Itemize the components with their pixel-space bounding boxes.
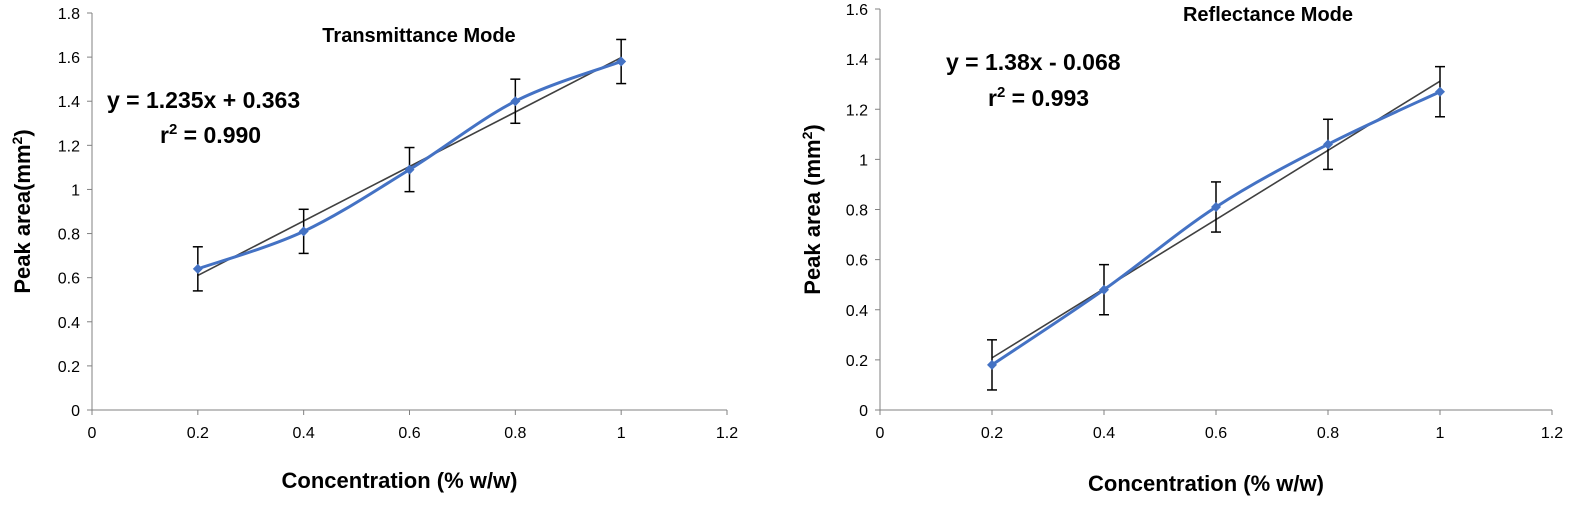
x-tick-label: 0.2 <box>981 425 1003 442</box>
r-squared-sup: 2 <box>997 84 1005 101</box>
y-tick-label: 1.6 <box>846 2 868 19</box>
y-axis-label-close: ) <box>10 129 35 136</box>
data-point-marker <box>1323 139 1333 150</box>
y-tick-label: 0 <box>71 403 80 420</box>
y-tick-label: 1.4 <box>846 52 868 69</box>
chart-reflectance: 0 0.2 0.4 0.6 0.8 1 1.2 0 0.2 0.4 0.6 0.8 1 1.2 1.4 1.6… <box>799 2 1563 496</box>
x-tick-label: 1 <box>1436 425 1445 442</box>
r-squared-sup: 2 <box>169 121 177 138</box>
y-tick-label: 0.6 <box>58 271 80 288</box>
x-tick-label: 0 <box>88 425 97 442</box>
x-tick-label: 0 <box>876 425 885 442</box>
x-tick-label: 0.4 <box>1093 425 1115 442</box>
x-axis-label: Concentration (% w/w) <box>282 468 518 493</box>
data-point-marker <box>1211 201 1221 212</box>
r-squared-prefix: r <box>160 122 169 148</box>
data-point-marker <box>298 226 309 237</box>
x-tick-label: 0.8 <box>504 425 526 442</box>
y-tick-label: 1.4 <box>58 94 80 111</box>
r-squared-prefix: r <box>988 85 997 111</box>
y-axis-label-close: ) <box>800 124 825 131</box>
y-axis-label-sup: 2 <box>9 136 25 144</box>
y-tick-label: 0.6 <box>846 253 868 270</box>
y-tick-label: 1 <box>859 152 868 169</box>
r-squared-value: = 0.993 <box>1005 85 1089 111</box>
y-tick-label: 0.2 <box>846 353 868 370</box>
x-axis-label: Concentration (% w/w) <box>1088 471 1324 496</box>
y-axis-label-sup: 2 <box>799 131 815 139</box>
data-point-marker <box>1435 86 1445 97</box>
chart-title: Transmittance Mode <box>322 25 515 47</box>
r-squared: r2 = 0.990 <box>160 121 261 148</box>
y-axis-label-text: Peak area(mm <box>10 144 35 293</box>
data-point-marker <box>616 56 627 67</box>
regression-equation: y = 1.235x + 0.363 <box>107 87 300 113</box>
y-tick-label: 1.2 <box>58 138 80 155</box>
data-point-marker <box>404 164 415 175</box>
y-tick-label: 1 <box>71 182 80 199</box>
y-tick-label: 0 <box>859 403 868 420</box>
y-tick-label: 1.2 <box>846 102 868 119</box>
y-tick-label: 0.4 <box>846 303 868 320</box>
y-axis-label: Peak area (mm2) <box>799 124 825 294</box>
x-tick-label: 0.6 <box>1205 425 1227 442</box>
x-tick-label: 0.6 <box>398 425 420 442</box>
x-tick-label: 1.2 <box>716 425 738 442</box>
x-tick-label: 0.8 <box>1317 425 1339 442</box>
r-squared: r2 = 0.993 <box>988 84 1089 111</box>
y-tick-label: 0.2 <box>58 359 80 376</box>
data-point-marker <box>510 96 521 107</box>
y-axis-label-text: Peak area (mm <box>800 139 825 294</box>
data-point-marker <box>987 359 997 370</box>
data-point-marker <box>192 263 203 274</box>
chart-title: Reflectance Mode <box>1183 4 1353 26</box>
y-tick-label: 1.6 <box>58 50 80 67</box>
x-tick-label: 1 <box>617 425 626 442</box>
y-axis-label: Peak area(mm2) <box>9 129 35 293</box>
y-tick-label: 0.4 <box>58 315 80 332</box>
x-tick-label: 0.2 <box>187 425 209 442</box>
r-squared-value: = 0.990 <box>177 122 261 148</box>
chart-transmittance: 0 0.2 0.4 0.6 0.8 1 1.2 0 0.2 0.4 0.6 0.8 1 1.2 1.4 1.6… <box>9 6 738 493</box>
x-tick-label: 1.2 <box>1541 425 1563 442</box>
regression-equation: y = 1.38x - 0.068 <box>946 49 1121 75</box>
y-tick-label: 1.8 <box>58 6 80 23</box>
data-point-marker <box>1099 284 1109 295</box>
x-tick-label: 0.4 <box>293 425 315 442</box>
y-tick-label: 0.8 <box>58 227 80 244</box>
y-tick-label: 0.8 <box>846 203 868 220</box>
